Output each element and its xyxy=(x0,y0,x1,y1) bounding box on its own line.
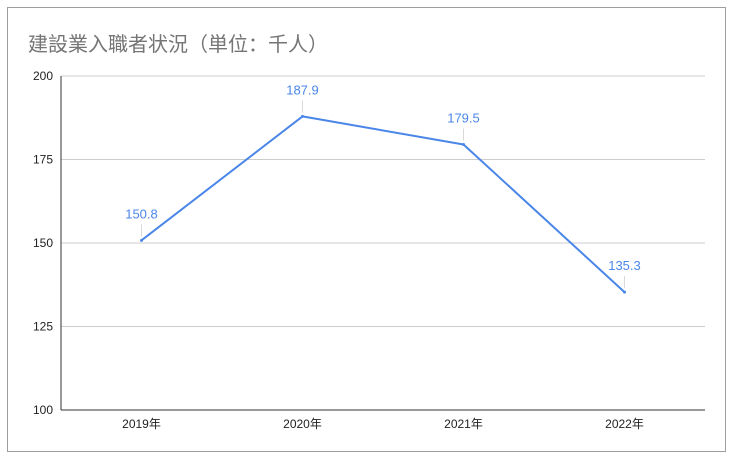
series-group xyxy=(140,114,626,294)
x-axis-ticks: 2019年 2020年 2021年 2022年 xyxy=(122,417,644,431)
data-point xyxy=(301,114,304,118)
y-tick-label: 200 xyxy=(33,69,53,83)
data-label: 179.5 xyxy=(447,110,480,125)
data-labels: 150.8 187.9 179.5 135.3 xyxy=(125,82,641,289)
gridlines xyxy=(61,75,705,411)
y-axis-ticks: 100 125 150 175 200 xyxy=(33,69,53,417)
chart-frame xyxy=(7,7,726,452)
data-point xyxy=(462,142,465,146)
y-tick-label: 125 xyxy=(33,320,53,334)
y-tick-label: 175 xyxy=(33,153,53,167)
x-tick-label: 2021年 xyxy=(444,417,483,431)
y-tick-label: 150 xyxy=(33,236,53,250)
x-tick-label: 2019年 xyxy=(122,417,161,431)
data-label: 187.9 xyxy=(286,82,319,97)
y-tick-label: 100 xyxy=(33,403,53,417)
x-tick-label: 2022年 xyxy=(605,417,644,431)
chart-title: 建設業入職者状況（単位：千人） xyxy=(28,32,328,56)
series-line xyxy=(140,115,626,293)
data-label: 150.8 xyxy=(125,206,158,221)
data-point xyxy=(623,290,626,294)
data-point xyxy=(140,238,143,242)
x-tick-label: 2020年 xyxy=(283,417,322,431)
data-label: 135.3 xyxy=(608,258,641,273)
